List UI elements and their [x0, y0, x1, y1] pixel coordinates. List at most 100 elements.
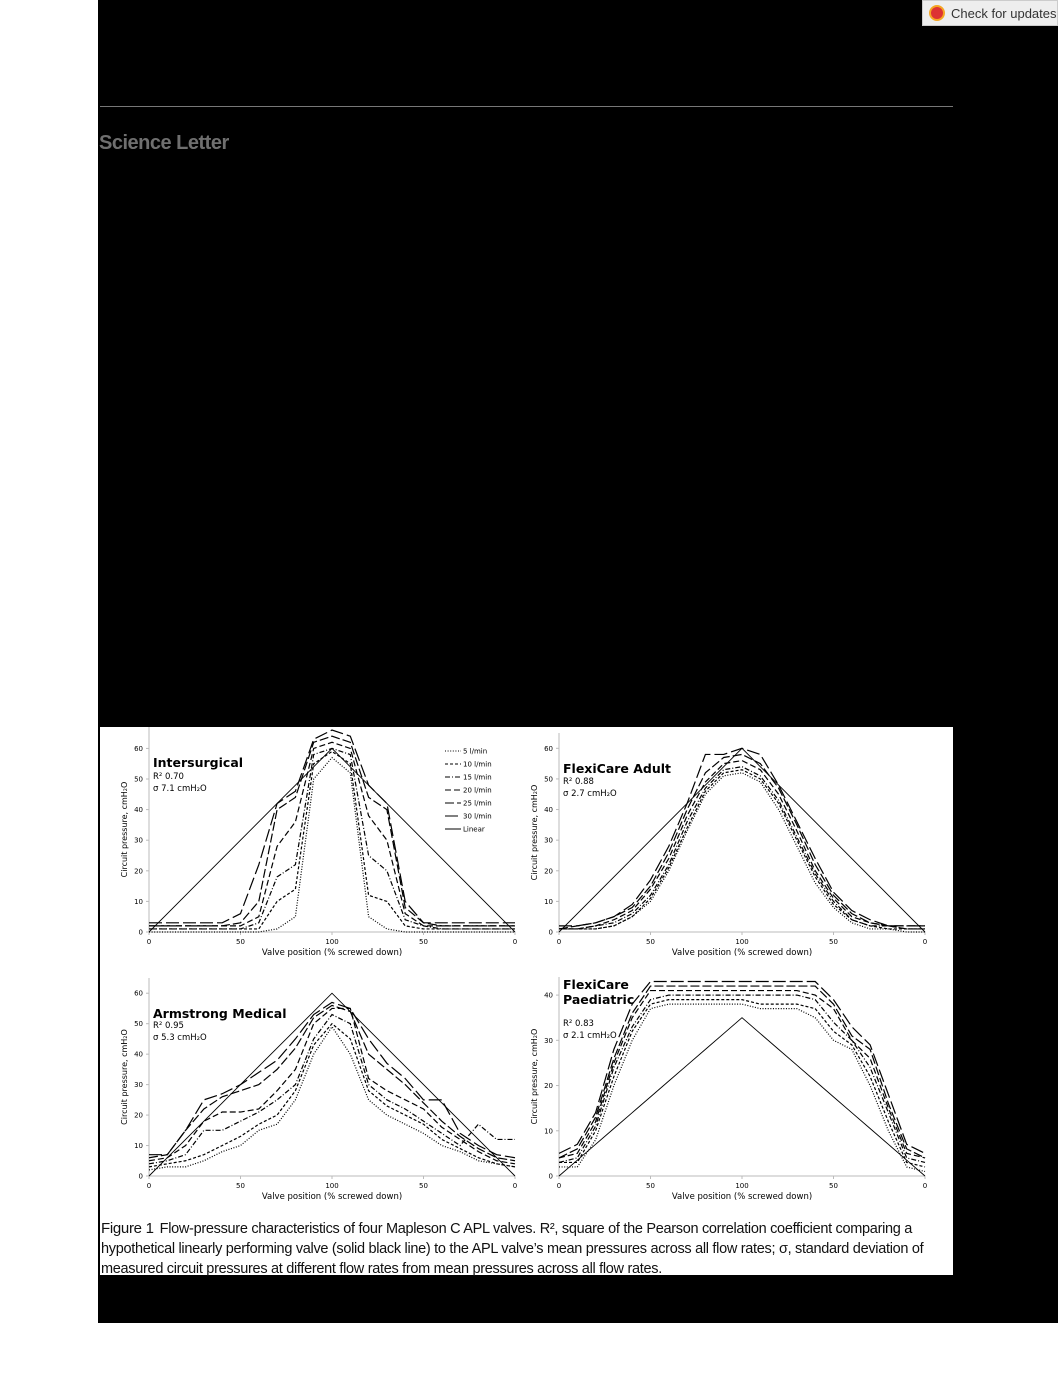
series-line	[559, 769, 925, 930]
x-tick-label: 0	[557, 1182, 561, 1190]
series-line	[558, 753, 925, 930]
x-tick-label: 0	[513, 1182, 517, 1190]
x-tick-label: 0	[557, 938, 561, 946]
x-tick-label: 0	[923, 1182, 927, 1190]
y-tick-label: 20	[544, 867, 553, 875]
series-line	[149, 1001, 516, 1159]
x-tick-label: 50	[829, 1182, 838, 1190]
r2-label: R² 0.88	[563, 777, 594, 787]
series-line	[148, 992, 516, 1177]
series-line	[149, 747, 515, 930]
series-line	[558, 994, 926, 1164]
sigma-label: σ 7.1 cmH₂O	[153, 784, 207, 794]
chart-title: Paediatric	[563, 992, 634, 1007]
y-tick-label: 0	[549, 1173, 553, 1181]
sigma-label: σ 2.1 cmH₂O	[563, 1031, 617, 1041]
legend-label: 30 l/min	[463, 813, 492, 821]
x-axis-label: Valve position (% screwed down)	[672, 1192, 812, 1202]
x-tick-label: 100	[735, 1182, 748, 1190]
x-tick-label: 50	[236, 938, 245, 946]
y-tick-label: 10	[134, 898, 143, 906]
y-tick-label: 20	[134, 867, 143, 875]
series-line	[149, 735, 515, 927]
y-axis-label: Circuit pressure, cmH₂O	[530, 785, 539, 881]
y-tick-label: 50	[544, 775, 553, 783]
check-updates-button[interactable]: Check for updates	[922, 0, 1058, 26]
y-tick-label: 40	[134, 1051, 143, 1059]
y-tick-label: 60	[134, 990, 143, 998]
legend-label: 5 l/min	[463, 748, 487, 756]
y-tick-label: 40	[544, 806, 553, 814]
x-tick-label: 100	[325, 1182, 338, 1190]
legend-label: 10 l/min	[463, 761, 492, 769]
series-line	[558, 989, 926, 1159]
r2-label: R² 0.95	[153, 1021, 184, 1031]
chart-title: FlexiCare Adult	[563, 761, 671, 776]
legend-label: 15 l/min	[463, 774, 492, 782]
x-tick-label: 0	[147, 1182, 151, 1190]
legend-label: 20 l/min	[463, 787, 492, 795]
series-line	[558, 980, 926, 1154]
badge-icon	[929, 5, 945, 21]
caption-text: Flow-pressure characteristics of four Ma…	[101, 1221, 924, 1277]
y-tick-label: 50	[134, 776, 143, 784]
x-tick-label: 50	[829, 938, 838, 946]
series-line	[558, 985, 926, 1159]
y-tick-label: 50	[134, 1020, 143, 1028]
series-line	[558, 747, 926, 933]
y-tick-label: 10	[544, 1127, 553, 1135]
y-tick-label: 10	[544, 898, 553, 906]
y-tick-label: 30	[544, 1037, 553, 1045]
x-tick-label: 50	[236, 1182, 245, 1190]
header-rule	[100, 106, 953, 107]
y-tick-label: 40	[544, 992, 553, 1000]
series-line	[148, 1022, 516, 1168]
series-line	[149, 750, 515, 930]
badge-text[interactable]: Check for updates	[951, 5, 1057, 21]
y-tick-label: 30	[544, 837, 553, 845]
x-tick-label: 0	[147, 938, 151, 946]
y-axis-label: Circuit pressure, cmH₂O	[120, 1029, 129, 1125]
series-line	[559, 1003, 926, 1173]
y-tick-label: 20	[134, 1112, 143, 1120]
series-line	[149, 756, 515, 933]
series-line	[559, 759, 925, 930]
y-tick-label: 60	[544, 745, 553, 753]
x-axis-label: Valve position (% screwed down)	[262, 948, 402, 958]
x-tick-label: 50	[646, 938, 655, 946]
section-title: Science Letter	[99, 132, 229, 154]
y-tick-label: 10	[134, 1142, 143, 1150]
x-tick-label: 50	[419, 1182, 428, 1190]
x-tick-label: 50	[419, 938, 428, 946]
chart-title: FlexiCare	[563, 977, 629, 992]
legend-label: 25 l/min	[463, 800, 492, 808]
series-line	[148, 1025, 516, 1171]
sigma-label: σ 5.3 cmH₂O	[153, 1033, 207, 1043]
y-tick-label: 20	[544, 1082, 553, 1090]
series-line	[148, 1013, 515, 1165]
r2-label: R² 0.70	[153, 772, 184, 782]
y-tick-label: 0	[139, 929, 143, 937]
y-axis-label: Circuit pressure, cmH₂O	[530, 1029, 539, 1125]
y-tick-label: 60	[134, 745, 143, 753]
series-line	[559, 999, 926, 1168]
legend-label: Linear	[463, 826, 485, 834]
sigma-label: σ 2.7 cmH₂O	[563, 789, 617, 799]
y-tick-label: 0	[139, 1173, 143, 1181]
series-line	[149, 729, 515, 924]
x-tick-label: 0	[513, 938, 517, 946]
series-line	[148, 1007, 516, 1165]
chart-title: Intersurgical	[153, 755, 243, 770]
y-tick-label: 30	[134, 837, 143, 845]
figure-caption: Figure 1 Flow-pressure characteristics of…	[101, 1219, 951, 1279]
y-tick-label: 40	[134, 806, 143, 814]
x-tick-label: 0	[923, 938, 927, 946]
x-tick-label: 100	[325, 938, 338, 946]
x-tick-label: 100	[735, 938, 748, 946]
series-line	[558, 1017, 926, 1177]
chart-title: Armstrong Medical	[153, 1006, 287, 1021]
y-tick-label: 0	[549, 929, 553, 937]
series-line	[559, 766, 925, 930]
